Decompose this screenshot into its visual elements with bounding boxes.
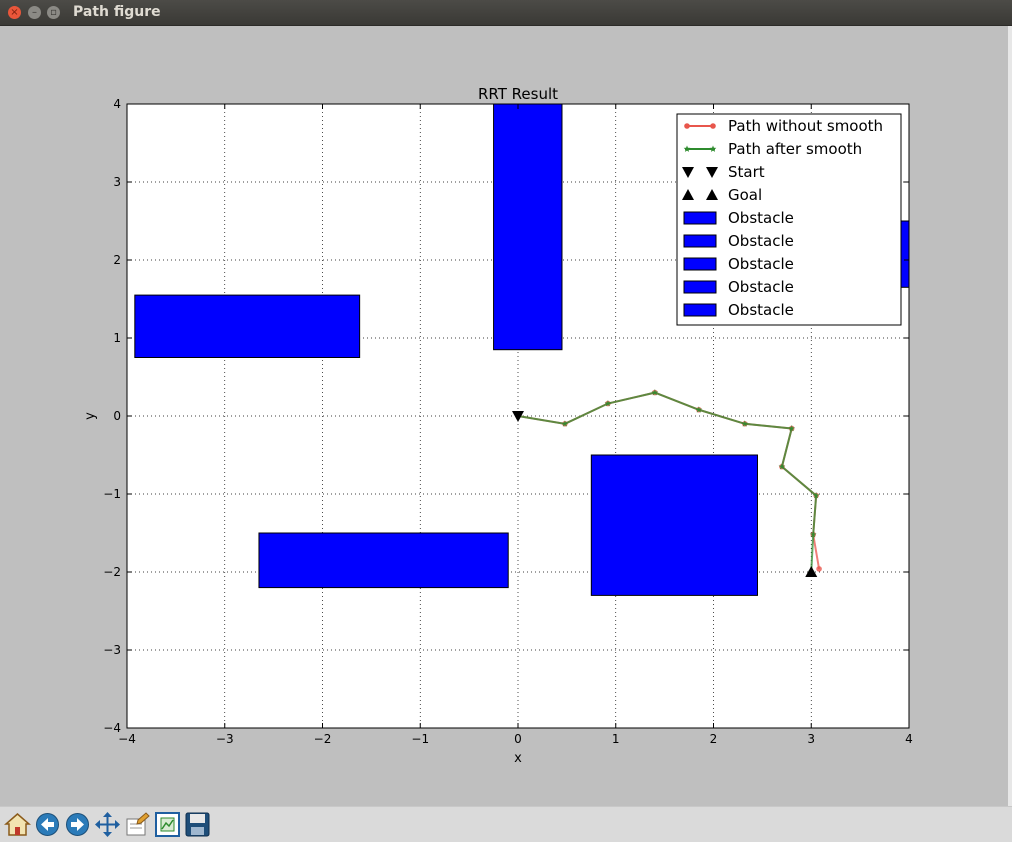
legend-handle-patch — [683, 303, 717, 317]
legend-label: Path without smooth — [728, 117, 883, 135]
zoom-rect-icon — [155, 812, 180, 837]
forward-button[interactable] — [64, 811, 91, 838]
pan-icon — [95, 812, 120, 837]
close-button[interactable]: × — [8, 6, 21, 19]
x-tick-label: 1 — [612, 732, 620, 746]
figure-canvas[interactable]: −4 −3 −2 −1 0 1 2 3 4 −4 −3 −2 −1 0 1 2 3 4 Path without … — [0, 26, 1008, 806]
legend-label: Obstacle — [728, 209, 794, 227]
start-marker — [512, 411, 524, 422]
x-tick-label: −2 — [314, 732, 332, 746]
path-without-smooth-point — [816, 566, 822, 572]
legend-handle-patch — [683, 280, 717, 294]
y-tick-label: 4 — [113, 97, 121, 111]
save-button[interactable] — [184, 811, 211, 838]
path-after-smooth-point — [809, 531, 817, 538]
home-icon — [3, 813, 32, 836]
legend-handle-marker — [682, 167, 694, 178]
subplots-icon — [126, 812, 150, 836]
legend-handle-marker — [683, 145, 691, 152]
minimize-button[interactable]: – — [28, 6, 41, 19]
path-after-smooth-point — [812, 492, 820, 499]
window-title: Path figure — [73, 4, 161, 20]
rrt-plot: −4 −3 −2 −1 0 1 2 3 4 −4 −3 −2 −1 0 1 2 3 4 Path without … — [83, 85, 913, 766]
goal-marker — [805, 566, 818, 577]
path-after-smooth-point — [604, 400, 612, 407]
path-after-smooth-point — [561, 420, 569, 427]
x-tick-label: 4 — [905, 732, 913, 746]
configure-subplots-button[interactable] — [124, 811, 151, 838]
x-tick-label: 2 — [710, 732, 718, 746]
path-after-smooth-point — [651, 389, 659, 396]
path-after-smooth-point — [741, 420, 749, 427]
y-tick-label: −4 — [103, 721, 121, 735]
legend-label: Obstacle — [728, 255, 794, 273]
legend-handle-patch — [683, 257, 717, 271]
x-tick-label: −3 — [216, 732, 234, 746]
zoom-button[interactable] — [154, 811, 181, 838]
obstacle-rect — [134, 294, 361, 359]
x-tick-label: 0 — [514, 732, 522, 746]
y-tick-label: −3 — [103, 643, 121, 657]
legend-label: Goal — [728, 186, 762, 204]
save-icon — [185, 812, 210, 837]
legend-label: Start — [728, 163, 765, 181]
obstacle-rect — [258, 532, 509, 589]
legend-handle-patch — [683, 211, 717, 225]
obstacle-rect — [590, 454, 758, 596]
window-titlebar: × – ▫ Path figure — [0, 0, 1012, 26]
forward-arrow-icon — [66, 813, 89, 836]
path-after-smooth-point — [695, 406, 703, 413]
legend-handle-marker — [706, 189, 718, 200]
legend-handle-marker — [706, 167, 718, 178]
path-after-smooth-point — [788, 424, 796, 432]
y-tick-label: −1 — [103, 487, 121, 501]
legend-handle-marker — [710, 123, 716, 129]
x-tick-label: 3 — [807, 732, 815, 746]
window-right-border — [1008, 26, 1012, 806]
chart-title: RRT Result — [478, 85, 558, 103]
navigation-toolbar — [0, 806, 1012, 842]
x-tick-label: −4 — [118, 732, 136, 746]
y-tick-label: 1 — [113, 331, 121, 345]
legend-handle-marker — [682, 189, 694, 200]
y-tick-label: 0 — [113, 409, 121, 423]
legend-label: Path after smooth — [728, 140, 862, 158]
x-tick-label: −1 — [411, 732, 429, 746]
path-after-smooth-point — [778, 463, 786, 470]
pan-button[interactable] — [94, 811, 121, 838]
y-tick-label: 2 — [113, 253, 121, 267]
x-axis-label: x — [514, 751, 522, 766]
y-axis-label: y — [83, 412, 98, 420]
legend-handle-marker — [684, 123, 690, 129]
back-button[interactable] — [34, 811, 61, 838]
legend-label: Obstacle — [728, 278, 794, 296]
home-button[interactable] — [3, 811, 32, 838]
back-arrow-icon — [36, 813, 59, 836]
legend-label: Obstacle — [728, 232, 794, 250]
legend-handle-marker — [709, 145, 717, 152]
maximize-button[interactable]: ▫ — [47, 6, 60, 19]
legend-label: Obstacle — [728, 301, 794, 319]
y-tick-label: 3 — [113, 175, 121, 189]
obstacle-rect — [493, 103, 563, 351]
legend-handle-patch — [683, 234, 717, 248]
y-tick-label: −2 — [103, 565, 121, 579]
